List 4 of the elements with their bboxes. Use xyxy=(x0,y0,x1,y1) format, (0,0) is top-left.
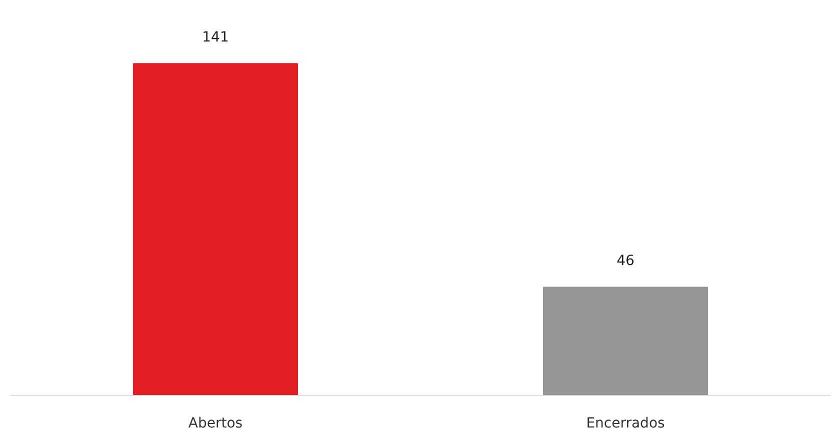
data-label: 141 xyxy=(202,30,229,46)
x-tick-label: Abertos xyxy=(188,416,243,432)
data-label: 46 xyxy=(616,253,634,270)
x-tick-label: Encerrados xyxy=(586,416,665,432)
